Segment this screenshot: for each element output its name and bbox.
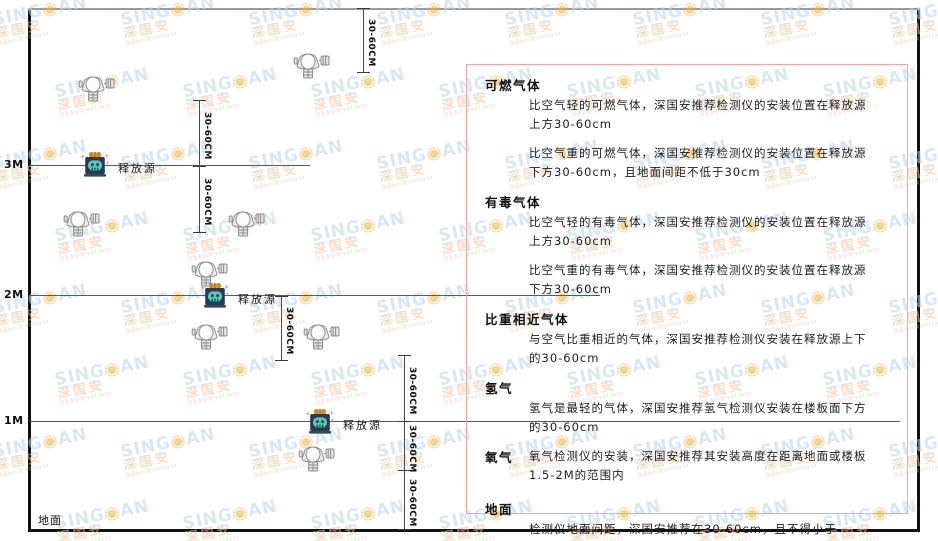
dimension-tick <box>398 421 411 422</box>
section-paragraph: 比空气重的可燃气体，深国安推荐检测仪的安装位置在释放源下方30-60cm，且地面… <box>529 146 867 179</box>
dimension-label: 30-60CM <box>366 19 376 67</box>
dimension-label: 30-60CM <box>202 112 212 160</box>
gas-detector-icon <box>188 255 232 289</box>
dimension-tick <box>357 72 370 73</box>
level-line-1m <box>30 421 900 422</box>
dimension-line <box>281 296 282 360</box>
section-paragraph: 氢气是最轻的气体，深国安推荐氢气检测仪安装在楼板面下方的30-60cm <box>529 401 867 434</box>
level-label-3m: 3M <box>4 158 24 171</box>
section-paragraph: 比空气轻的可燃气体，深国安推荐检测仪的安装位置在释放源上方30-60cm <box>529 98 867 131</box>
dimension-line <box>404 355 405 529</box>
section-paragraph: 检测仪地面间距，深国安推荐在30-60cm，且不得小于30cm，因为过低容易水溅… <box>529 522 837 536</box>
dimension-label: 30-60CM <box>284 307 294 355</box>
gas-detector-icon <box>300 318 344 352</box>
section-heading: 比重相近气体 <box>485 312 570 327</box>
dimension-tick <box>398 529 411 530</box>
section-paragraph: 比空气轻的有毒气体，深国安推荐检测仪的安装位置在释放源上方30-60cm <box>529 215 867 248</box>
dimension-line <box>363 8 364 72</box>
dimension-tick <box>193 232 206 233</box>
dimension-label: 30-60CM <box>407 478 417 527</box>
level-label-1m: 1M <box>4 414 24 427</box>
release-source-icon <box>80 152 110 178</box>
dimension-tick <box>398 470 411 471</box>
gas-detector-icon <box>188 318 232 352</box>
release-source-icon <box>200 283 230 309</box>
dimension-label: 30-60CM <box>407 424 417 473</box>
gas-detector-icon <box>75 70 119 104</box>
gas-detector-icon <box>225 205 269 239</box>
section-heading: 地面 <box>485 502 514 517</box>
dimension-label: 30-60CM <box>202 178 212 226</box>
dimension-tick <box>357 8 370 9</box>
section-heading: 氧气 <box>485 450 514 465</box>
gas-detector-icon <box>60 205 104 239</box>
recommendation-panel: 可燃气体比空气轻的可燃气体，深国安推荐检测仪的安装位置在释放源上方30-60cm… <box>466 64 908 536</box>
dimension-tick <box>398 355 411 356</box>
dimension-tick <box>193 100 206 101</box>
section-heading: 氢气 <box>485 381 514 396</box>
level-label-2m: 2M <box>4 288 24 301</box>
diagram-top-rule <box>28 8 920 10</box>
level-line-2m <box>30 295 600 296</box>
release-source-label: 释放源 <box>118 162 157 175</box>
level-line-3m <box>30 165 310 166</box>
release-source-label: 释放源 <box>238 293 277 306</box>
dimension-tick <box>275 296 288 297</box>
dimension-tick <box>193 166 206 167</box>
recommendation-panel-body: 可燃气体比空气轻的可燃气体，深国安推荐检测仪的安装位置在释放源上方30-60cm… <box>467 65 907 541</box>
dimension-label: 30-60CM <box>407 367 417 415</box>
release-source-label: 释放源 <box>343 419 382 432</box>
release-source-icon <box>305 409 335 435</box>
section-paragraph: 比空气重的有毒气体，深国安推荐检测仪的安装位置在释放源下方30-60cm <box>529 263 867 296</box>
section-heading: 有毒气体 <box>485 195 542 210</box>
section-inline: 氧气 氧气检测仪的安装，深国安推荐其安装高度在距离地面或楼板1.5-2M的范围内 <box>467 447 907 485</box>
section-paragraph: 氧气检测仪的安装，深国安推荐其安装高度在距离地面或楼板1.5-2M的范围内 <box>529 449 867 482</box>
ground-label: 地面 <box>38 514 62 527</box>
section-paragraph: 与空气比重相近的气体，深国安推荐检测仪安装在释放源上下的30-60cm <box>529 332 867 365</box>
gas-detector-icon <box>295 440 339 474</box>
dimension-tick <box>275 360 288 361</box>
section-heading: 可燃气体 <box>485 78 542 93</box>
gas-detector-icon <box>290 47 334 81</box>
